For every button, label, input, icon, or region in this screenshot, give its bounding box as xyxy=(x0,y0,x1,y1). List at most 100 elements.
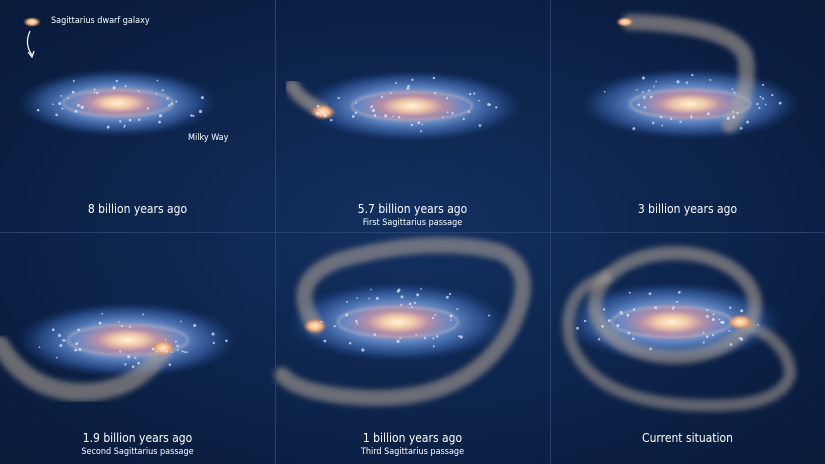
star-cluster xyxy=(156,79,159,82)
star-cluster xyxy=(119,120,122,123)
panel-4-art xyxy=(0,302,238,402)
star-cluster xyxy=(459,335,463,339)
star-cluster xyxy=(651,121,655,125)
star-cluster xyxy=(211,332,215,336)
star-cluster xyxy=(98,321,102,325)
star-cluster xyxy=(127,355,131,359)
star-cluster xyxy=(128,118,132,122)
sagittarius-dwarf-galaxy xyxy=(303,318,327,334)
star-cluster xyxy=(161,89,164,92)
star-cluster xyxy=(450,319,452,321)
star-cluster xyxy=(75,342,79,346)
star-cluster xyxy=(672,306,675,309)
star-cluster xyxy=(371,109,375,113)
divider-horizontal xyxy=(0,232,825,233)
star-cluster xyxy=(399,337,402,340)
star-cluster xyxy=(616,323,620,328)
tidal-stream xyxy=(274,237,531,407)
panel-2-art xyxy=(285,70,522,142)
star-cluster xyxy=(626,313,630,317)
star-cluster xyxy=(354,111,358,115)
star-cluster xyxy=(637,103,641,107)
star-cluster xyxy=(740,337,744,341)
star-cluster xyxy=(78,348,82,351)
panel-title: 5.7 billion years ago xyxy=(357,202,468,216)
star-cluster xyxy=(200,96,204,100)
star-cluster xyxy=(761,97,765,100)
star-cluster xyxy=(38,346,41,349)
star-cluster xyxy=(659,115,663,119)
sagittarius-dwarf-galaxy xyxy=(23,17,41,27)
star-cluster xyxy=(118,320,120,323)
star-cluster xyxy=(142,313,145,316)
dwarf-galaxy-label: Sagittarius dwarf galaxy xyxy=(51,16,150,26)
star-cluster xyxy=(771,94,774,97)
star-cluster xyxy=(449,314,453,318)
star-cluster xyxy=(603,308,606,311)
star-cluster xyxy=(165,350,168,353)
panel-title: 8 billion years ago xyxy=(87,202,188,216)
star-cluster xyxy=(170,351,173,353)
star-cluster xyxy=(691,73,694,77)
star-cluster xyxy=(423,336,427,340)
star-cluster xyxy=(607,319,611,323)
panel-title: Current situation xyxy=(642,431,733,445)
star-cluster xyxy=(60,94,63,97)
star-cluster xyxy=(417,121,421,125)
star-cluster xyxy=(729,306,732,309)
star-cluster xyxy=(647,89,651,92)
star-cluster xyxy=(212,341,215,345)
star-cluster xyxy=(705,335,709,338)
star-cluster xyxy=(348,341,352,345)
star-cluster xyxy=(316,104,320,108)
galaxy-arm xyxy=(351,91,473,121)
star-cluster xyxy=(718,318,721,321)
star-cluster xyxy=(649,95,653,99)
galaxy-arm xyxy=(337,306,459,338)
star-cluster xyxy=(456,308,459,311)
star-cluster xyxy=(445,97,449,100)
star-cluster xyxy=(408,302,412,306)
star-cluster xyxy=(598,338,601,341)
star-cluster xyxy=(146,107,150,110)
tidal-stream xyxy=(0,336,172,402)
star-cluster xyxy=(648,292,652,296)
star-cluster xyxy=(397,115,401,119)
star-cluster xyxy=(478,124,482,127)
star-cluster xyxy=(119,350,122,353)
star-cluster xyxy=(690,116,693,119)
star-cluster xyxy=(57,333,61,337)
star-cluster xyxy=(469,92,472,96)
star-cluster xyxy=(712,313,715,316)
star-cluster xyxy=(451,112,454,115)
star-cluster xyxy=(375,296,379,300)
star-cluster xyxy=(441,116,444,118)
star-cluster xyxy=(685,81,689,84)
star-cluster xyxy=(320,320,323,323)
star-cluster xyxy=(762,83,765,86)
sagittarius-dwarf-galaxy xyxy=(310,104,336,120)
star-cluster xyxy=(632,337,635,341)
star-cluster xyxy=(632,308,636,311)
panel-title: 3 billion years ago xyxy=(637,202,738,216)
panel-4-caption: 1.9 billion years ago Second Sagittarius… xyxy=(0,431,275,458)
panel-subtitle: Third Sagittarius passage xyxy=(360,447,465,457)
star-cluster xyxy=(373,333,377,336)
star-cluster xyxy=(489,103,492,106)
star-cluster xyxy=(356,297,358,299)
star-cluster xyxy=(421,123,424,126)
star-cluster xyxy=(495,106,498,109)
star-cluster xyxy=(225,339,228,343)
star-cluster xyxy=(120,324,124,328)
milky-way-galaxy xyxy=(580,68,800,140)
star-cluster xyxy=(193,324,197,328)
star-cluster xyxy=(170,102,173,106)
star-cluster xyxy=(434,92,437,95)
panel-1-caption: 8 billion years ago xyxy=(0,202,275,217)
star-cluster xyxy=(411,78,414,81)
star-cluster xyxy=(458,335,461,338)
star-cluster xyxy=(370,105,373,108)
star-cluster xyxy=(123,125,126,128)
star-cluster xyxy=(337,96,340,100)
